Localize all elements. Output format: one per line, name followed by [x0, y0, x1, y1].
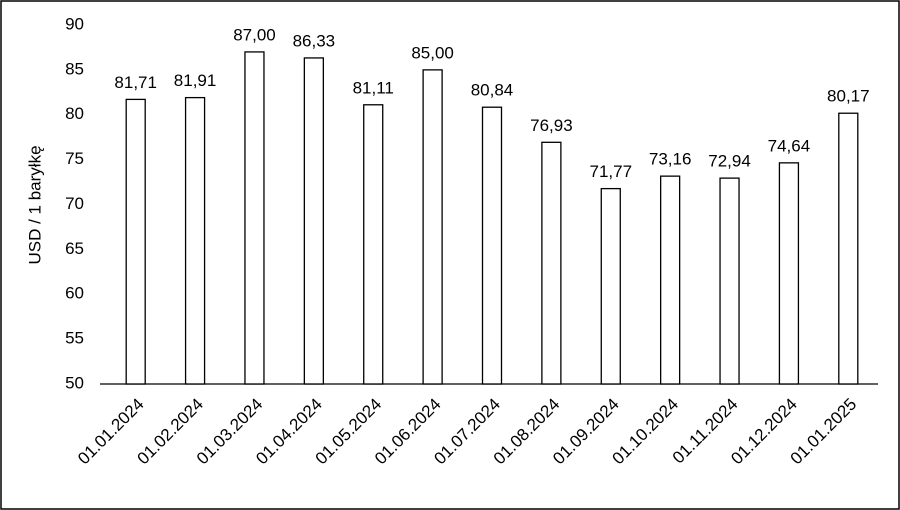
value-label: 81,91 [174, 71, 217, 90]
y-tick-label: 60 [65, 284, 84, 303]
bar [363, 104, 384, 385]
value-label: 81,71 [114, 73, 157, 92]
bar [719, 177, 740, 385]
value-label: 86,33 [293, 31, 336, 50]
bar [244, 51, 265, 385]
value-label: 87,00 [233, 25, 276, 44]
bar [184, 96, 206, 385]
y-axis-title: USD / 1 baryłkę [25, 145, 44, 264]
y-tick-label: 55 [65, 329, 84, 348]
value-label: 85,00 [411, 43, 454, 62]
bar [838, 112, 859, 385]
bar [481, 106, 503, 385]
bar [422, 69, 443, 385]
bar [125, 98, 146, 385]
value-label: 81,11 [353, 78, 394, 97]
value-label: 74,64 [768, 136, 811, 155]
y-tick-label: 70 [65, 194, 84, 213]
value-label: 80,84 [471, 81, 514, 100]
value-label: 80,17 [827, 87, 870, 106]
value-label: 71,77 [589, 162, 632, 181]
value-label: 76,93 [530, 116, 573, 135]
y-tick-label: 65 [65, 239, 84, 258]
y-tick-label: 75 [65, 149, 84, 168]
value-label: 73,16 [649, 150, 692, 169]
bar [541, 141, 562, 385]
value-label: 72,94 [708, 152, 751, 171]
bar [303, 57, 324, 385]
y-tick-label: 80 [65, 104, 84, 123]
bar [660, 175, 681, 385]
y-tick-label: 90 [65, 14, 84, 33]
bar [778, 162, 800, 385]
y-tick-label: 85 [65, 59, 84, 78]
y-tick-label: 50 [65, 373, 84, 392]
bar [600, 187, 621, 385]
